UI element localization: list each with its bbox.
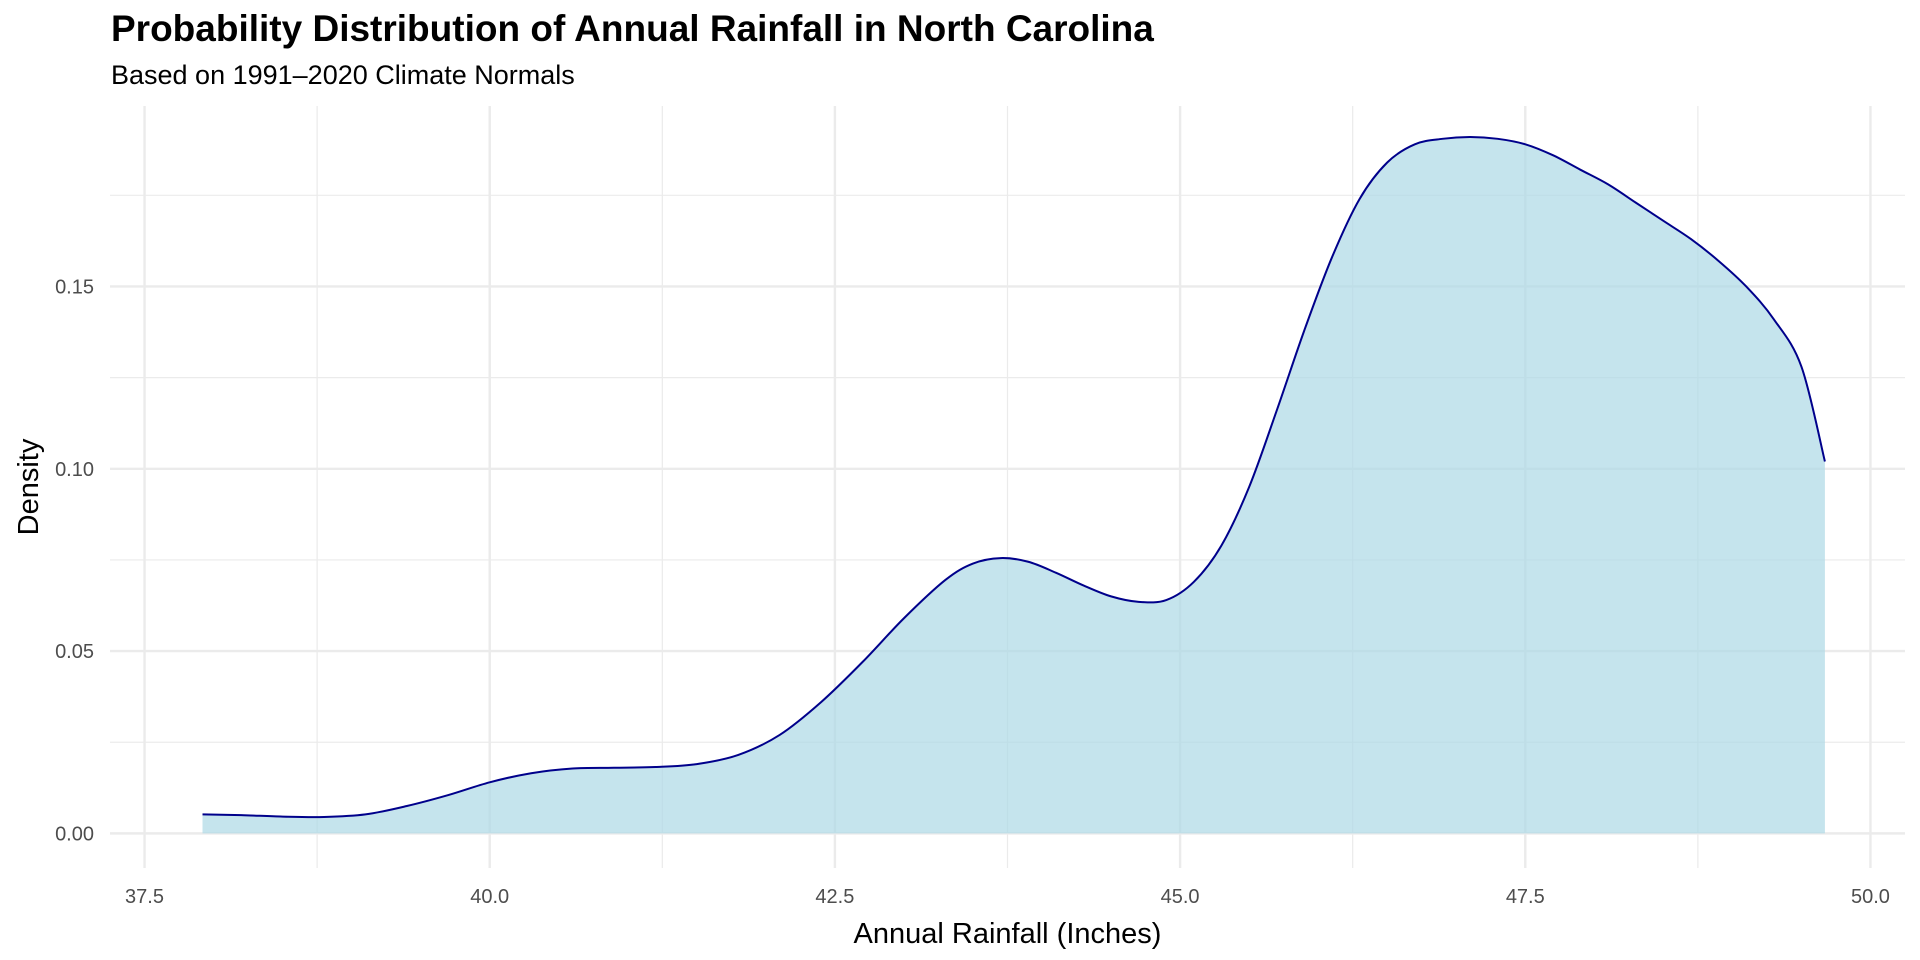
x-tick-label: 40.0 — [470, 886, 509, 908]
x-tick-label: 50.0 — [1851, 886, 1890, 908]
y-tick-label: 0.05 — [55, 641, 94, 663]
x-tick-label: 42.5 — [815, 886, 854, 908]
y-tick-label: 0.00 — [55, 823, 94, 845]
y-tick-label: 0.10 — [55, 459, 94, 481]
y-axis-ticks: 0.00 0.05 0.10 0.15 — [55, 276, 94, 845]
y-tick-label: 0.15 — [55, 276, 94, 298]
y-axis-title: Density — [13, 438, 45, 535]
x-tick-label: 37.5 — [125, 886, 164, 908]
x-axis-title: Annual Rainfall (Inches) — [854, 918, 1162, 950]
chart-title: Probability Distribution of Annual Rainf… — [111, 8, 1154, 49]
x-tick-label: 47.5 — [1506, 886, 1545, 908]
chart-subtitle: Based on 1991–2020 Climate Normals — [111, 60, 575, 90]
density-area — [202, 136, 1825, 834]
x-tick-label: 45.0 — [1161, 886, 1200, 908]
x-axis-ticks: 37.5 40.0 42.5 45.0 47.5 50.0 — [125, 886, 1890, 908]
density-curve-line — [202, 135, 1826, 819]
